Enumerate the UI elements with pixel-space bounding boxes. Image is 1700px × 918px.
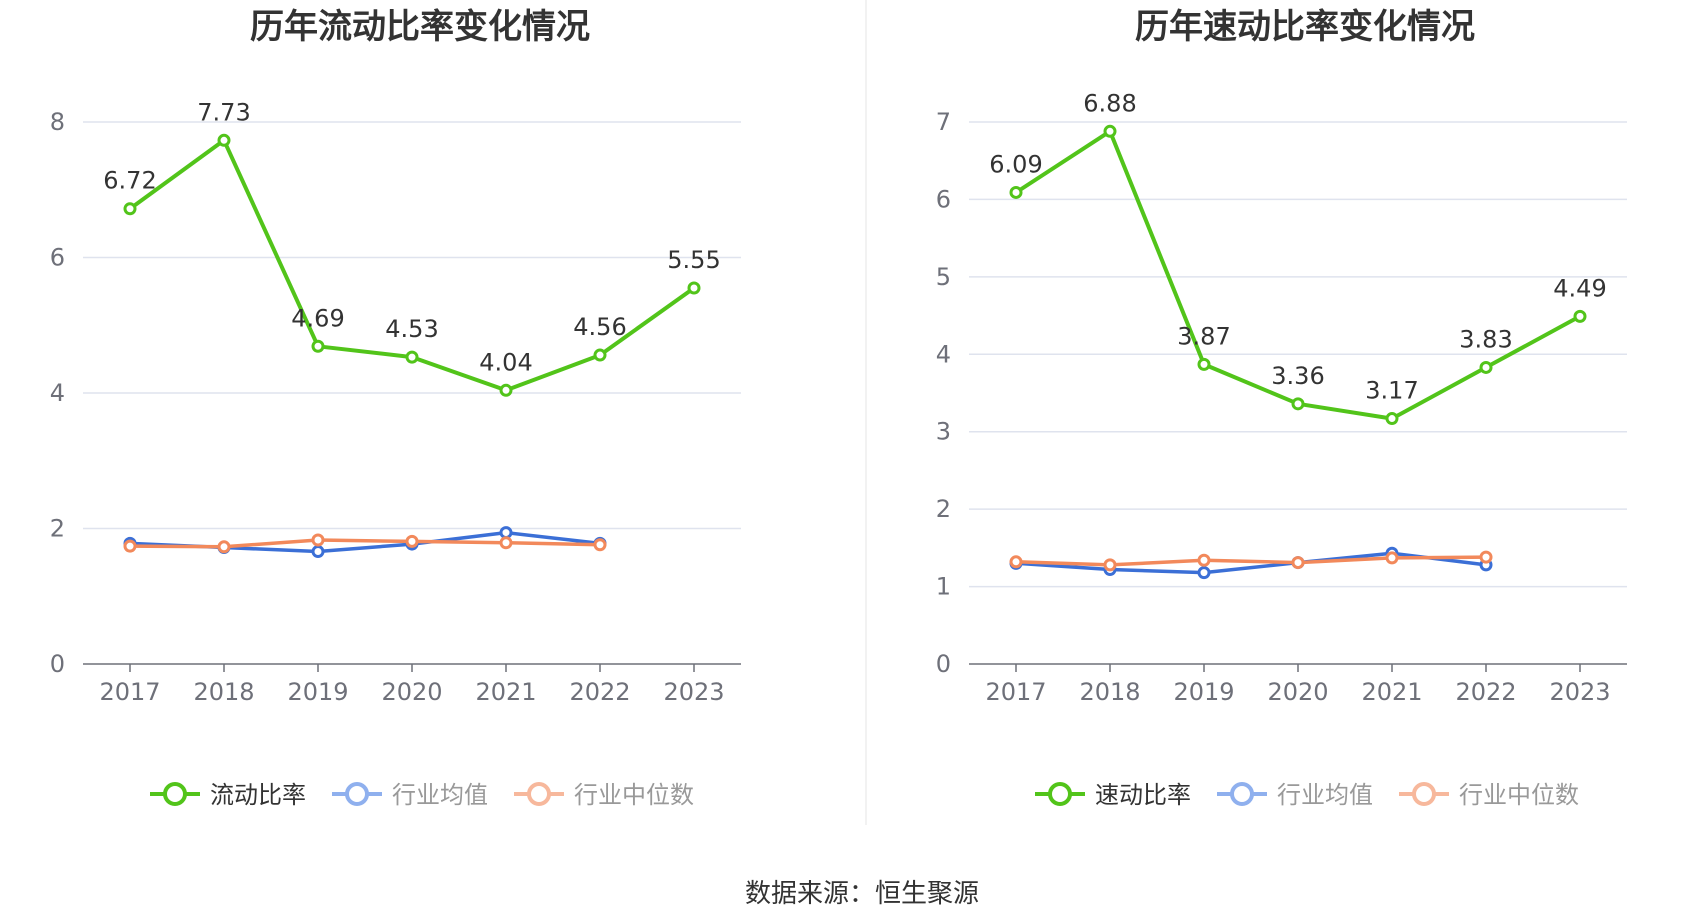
- legend-circle-icon: [527, 782, 551, 806]
- data-label: 4.69: [291, 304, 344, 332]
- chart-title: 历年速动比率变化情况: [1135, 7, 1475, 47]
- data-point[interactable]: [1009, 555, 1023, 569]
- data-label: 3.17: [1365, 377, 1418, 405]
- legend-item[interactable]: 行业均值: [332, 781, 488, 809]
- y-tick-label: 2: [936, 495, 951, 523]
- data-label: 6.72: [103, 167, 156, 195]
- data-point[interactable]: [1291, 397, 1305, 411]
- y-tick-label: 0: [936, 650, 951, 678]
- data-point[interactable]: [217, 540, 231, 554]
- legend-circle-icon: [1230, 782, 1254, 806]
- data-label: 3.83: [1459, 325, 1512, 353]
- data-point[interactable]: [123, 202, 137, 216]
- x-tick-label: 2023: [663, 678, 724, 706]
- legend-item[interactable]: 行业中位数: [514, 781, 694, 809]
- data-point[interactable]: [499, 536, 513, 550]
- x-tick-label: 2021: [1361, 678, 1422, 706]
- data-point[interactable]: [1291, 556, 1305, 570]
- data-label: 5.55: [667, 246, 720, 274]
- data-point[interactable]: [217, 133, 231, 147]
- data-point[interactable]: [1385, 551, 1399, 565]
- series-line-行业中位数: [129, 538, 601, 549]
- data-label: 4.49: [1553, 274, 1606, 302]
- x-tick-label: 2020: [381, 678, 442, 706]
- data-point[interactable]: [1103, 124, 1117, 138]
- series-line-行业中位数: [1015, 555, 1487, 567]
- data-label: 3.87: [1177, 322, 1230, 350]
- x-tick-label: 2022: [569, 678, 630, 706]
- x-tick-label: 2018: [1079, 678, 1140, 706]
- data-label: 4.04: [479, 348, 532, 376]
- data-point[interactable]: [311, 545, 325, 559]
- y-tick-label: 3: [936, 418, 951, 446]
- data-point[interactable]: [311, 339, 325, 353]
- legend-item[interactable]: 行业均值: [1217, 781, 1373, 809]
- data-label: 6.88: [1083, 89, 1136, 117]
- legend-label: 行业中位数: [1459, 781, 1579, 809]
- series-line-行业均值: [1015, 551, 1487, 575]
- x-tick-label: 2019: [287, 678, 348, 706]
- legend-item[interactable]: 行业中位数: [1399, 781, 1579, 809]
- legend-label: 行业均值: [392, 781, 488, 809]
- data-label: 3.36: [1271, 362, 1324, 390]
- data-point[interactable]: [1573, 309, 1587, 323]
- data-point[interactable]: [687, 281, 701, 295]
- x-tick-label: 2017: [99, 678, 160, 706]
- x-tick-label: 2020: [1267, 678, 1328, 706]
- data-point[interactable]: [593, 538, 607, 552]
- legend-circle-icon: [345, 782, 369, 806]
- legend-item[interactable]: 流动比率: [150, 781, 306, 809]
- data-point[interactable]: [1009, 185, 1023, 199]
- legend-circle-icon: [1048, 782, 1072, 806]
- data-source: 数据来源：恒生聚源: [745, 879, 979, 909]
- data-point[interactable]: [499, 383, 513, 397]
- y-tick-label: 5: [936, 263, 951, 291]
- quick-ratio-chart: 历年速动比率变化情况 0 1 2 3 4 5 6 7 2017 2018 2019 2020 2021 2…: [936, 7, 1627, 809]
- data-point[interactable]: [123, 539, 137, 553]
- x-tick-label: 2022: [1455, 678, 1516, 706]
- y-tick-label: 7: [936, 108, 951, 136]
- legend-label: 行业均值: [1277, 781, 1373, 809]
- y-tick-label: 6: [936, 185, 951, 213]
- data-point[interactable]: [311, 533, 325, 547]
- x-tick-label: 2023: [1549, 678, 1610, 706]
- legend-label: 行业中位数: [574, 781, 694, 809]
- legend-label: 流动比率: [210, 781, 306, 809]
- data-point[interactable]: [593, 348, 607, 362]
- x-tick-label: 2018: [193, 678, 254, 706]
- x-tick-label: 2021: [475, 678, 536, 706]
- data-label: 4.56: [573, 313, 626, 341]
- data-point[interactable]: [1197, 357, 1211, 371]
- data-label: 6.09: [989, 150, 1042, 178]
- data-point[interactable]: [1197, 566, 1211, 580]
- data-point[interactable]: [1479, 360, 1493, 374]
- y-tick-label: 4: [936, 340, 951, 368]
- current-ratio-chart: 历年流动比率变化情况 0 2 4 6 8 2017 2018 2019 2020 2021 2022…: [50, 7, 741, 809]
- data-label: 4.53: [385, 315, 438, 343]
- x-tick-label: 2017: [985, 678, 1046, 706]
- y-tick-label: 1: [936, 573, 951, 601]
- legend-label: 速动比率: [1095, 781, 1191, 809]
- legend-circle-icon: [1412, 782, 1436, 806]
- data-point[interactable]: [1385, 412, 1399, 426]
- data-point[interactable]: [1103, 558, 1117, 572]
- data-point[interactable]: [1197, 553, 1211, 567]
- x-tick-label: 2019: [1173, 678, 1234, 706]
- data-point[interactable]: [499, 526, 513, 540]
- legend-circle-icon: [163, 782, 187, 806]
- y-tick-label: 8: [50, 108, 65, 136]
- legend-item[interactable]: 速动比率: [1035, 781, 1191, 809]
- y-tick-label: 6: [50, 244, 65, 272]
- data-point[interactable]: [405, 534, 419, 548]
- data-label: 7.73: [197, 98, 250, 126]
- y-tick-label: 2: [50, 515, 65, 543]
- data-point[interactable]: [405, 350, 419, 364]
- data-point[interactable]: [1479, 550, 1493, 564]
- y-tick-label: 4: [50, 379, 65, 407]
- y-tick-label: 0: [50, 650, 65, 678]
- chart-title: 历年流动比率变化情况: [250, 7, 590, 47]
